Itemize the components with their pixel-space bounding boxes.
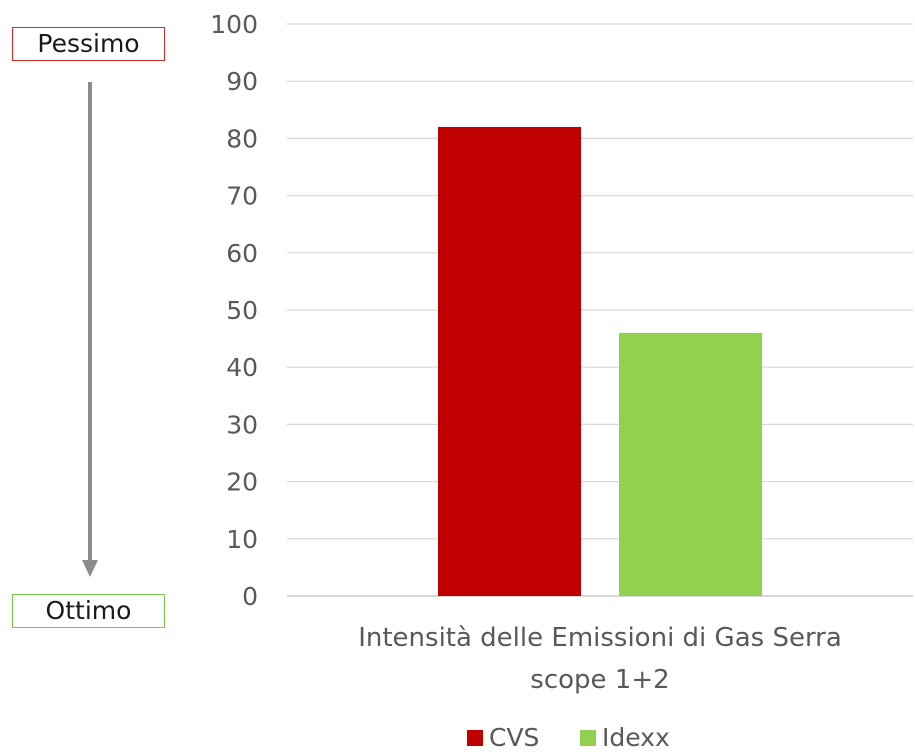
x-category-label: scope 1+2 (530, 665, 669, 695)
y-tick-label: 30 (226, 410, 258, 439)
worst-label: Pessimo (12, 27, 165, 61)
legend-label-idexx: Idexx (602, 723, 670, 752)
x-axis-category: Intensità delle Emissioni di Gas Serra sc… (358, 623, 842, 695)
y-tick-label: 80 (226, 124, 258, 153)
scale-arrow (82, 82, 98, 577)
gridlines (287, 23, 913, 597)
y-tick-label: 90 (226, 67, 258, 96)
y-tick-label: 50 (226, 296, 258, 325)
y-tick-label: 10 (226, 525, 258, 554)
legend-swatch-cvs (467, 730, 483, 746)
y-tick-label: 0 (242, 582, 258, 611)
y-tick-label: 100 (210, 10, 258, 39)
y-tick-label: 60 (226, 239, 258, 268)
best-label: Ottimo (12, 594, 165, 628)
y-axis-ticks: 0 10 20 30 40 50 60 70 80 90 100 (210, 10, 258, 611)
y-tick-label: 70 (226, 182, 258, 211)
y-tick-label: 40 (226, 353, 258, 382)
arrow-head-icon (82, 560, 98, 577)
legend-swatch-idexx (580, 730, 596, 746)
legend: CVS Idexx (467, 723, 670, 752)
bars (438, 126, 762, 597)
legend-label-cvs: CVS (489, 723, 539, 752)
bar-cvs (438, 126, 581, 597)
bar-idexx (619, 332, 762, 596)
x-category-label: Intensità delle Emissioni di Gas Serra (358, 623, 842, 653)
y-tick-label: 20 (226, 468, 258, 497)
